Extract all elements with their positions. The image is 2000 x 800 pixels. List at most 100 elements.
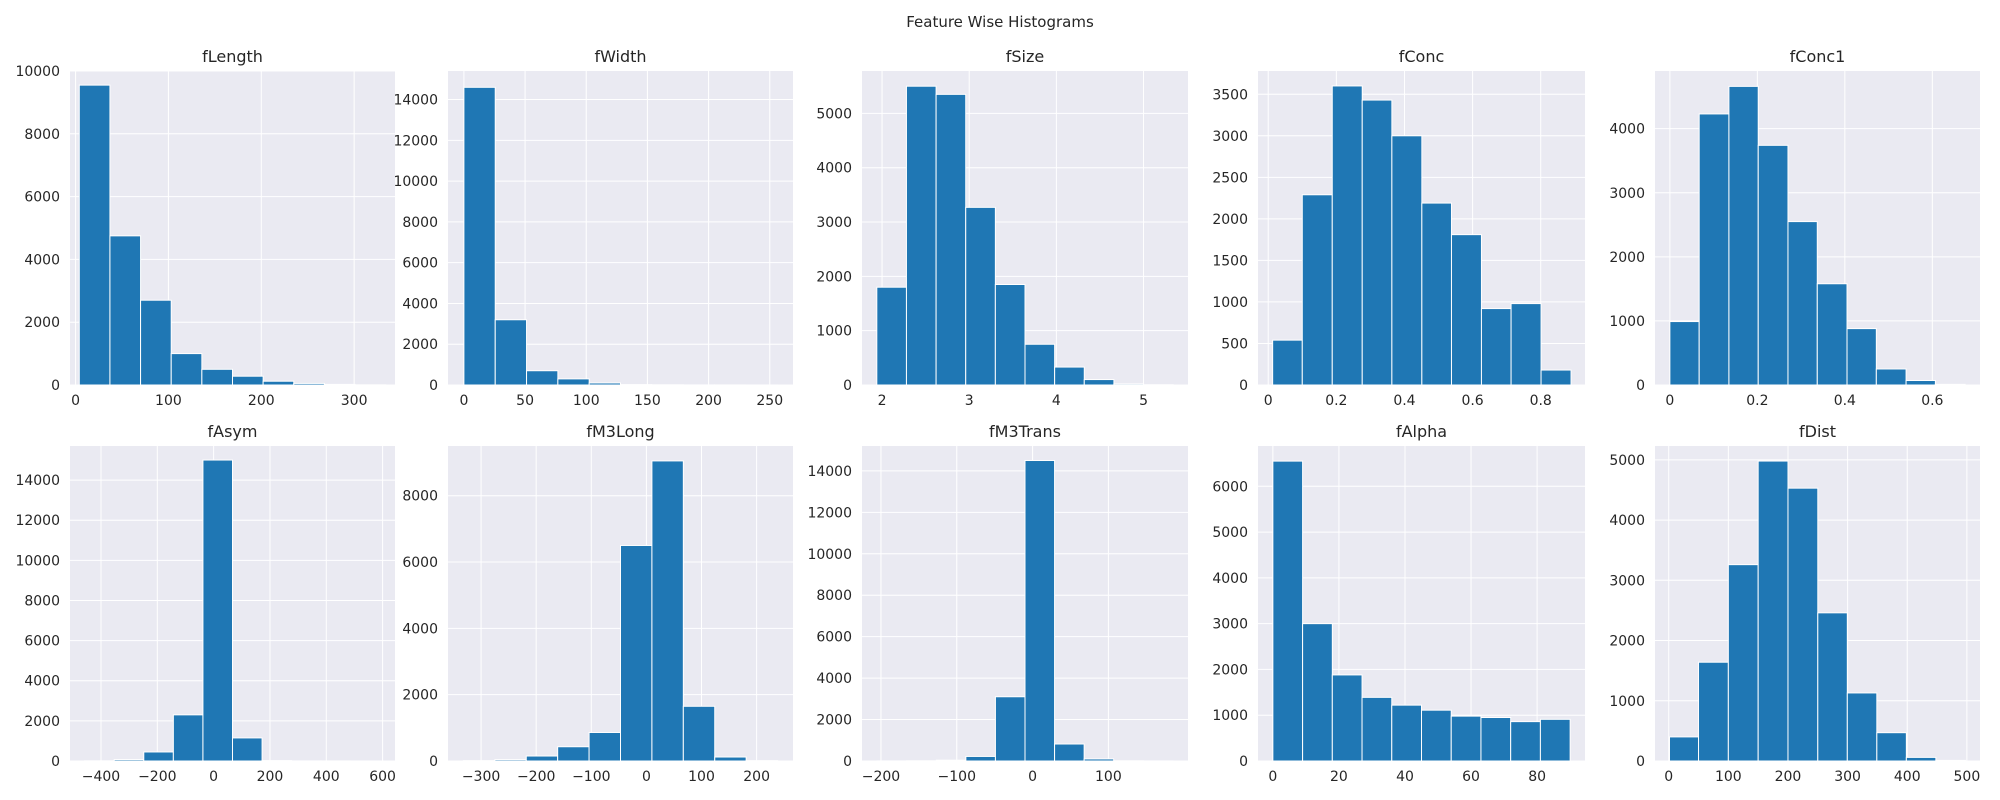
histogram-bar — [1450, 234, 1482, 386]
y-tick-label: 2000 — [1609, 250, 1645, 266]
y-tick-label: 3000 — [816, 215, 852, 231]
histogram-bar — [1698, 661, 1729, 762]
x-tick-label: 0 — [1028, 769, 1037, 785]
y-tick-label: 6000 — [402, 555, 438, 571]
y-tick-label: 0 — [843, 378, 852, 394]
subplot-title: fAsym — [208, 422, 258, 441]
x-tick-label: 0 — [1665, 393, 1674, 409]
y-tick-label: 2000 — [402, 337, 438, 353]
x-tick-label: 200 — [248, 393, 275, 409]
histogram-bar — [109, 235, 142, 386]
x-tick-label: 3 — [965, 393, 974, 409]
x-tick-label: 20 — [1330, 769, 1348, 785]
y-tick-label: 6000 — [816, 630, 852, 646]
subplot-title: fAlpha — [1396, 422, 1447, 441]
y-tick-label: 8000 — [24, 593, 60, 609]
histogram-bar — [293, 382, 325, 386]
x-tick-label: −100 — [572, 769, 610, 785]
figure-title: Feature Wise Histograms — [906, 13, 1094, 31]
x-tick-label: 400 — [313, 769, 340, 785]
y-tick-label: 3000 — [1212, 617, 1248, 633]
histogram-bar — [994, 696, 1026, 762]
histogram-bar — [1272, 339, 1303, 386]
y-tick-label: 1000 — [1609, 314, 1645, 330]
x-tick-label: 0 — [71, 393, 80, 409]
x-tick-label: 300 — [341, 393, 368, 409]
histogram-bar — [1331, 674, 1363, 762]
histogram-bar — [1391, 704, 1422, 762]
x-tick-label: −200 — [138, 769, 176, 785]
subplot-title: fM3Long — [586, 422, 654, 441]
histogram-panel-fM3Long: fM3Long−300 −200 −100 0 100 20002000400060008… — [402, 422, 793, 785]
y-tick-label: 4000 — [816, 671, 852, 687]
histogram-bar — [1787, 487, 1819, 762]
histogram-bar — [1113, 383, 1145, 386]
histogram-bar — [232, 375, 264, 386]
histogram-panel-fLength: fLength 0 100 200 300 0 2000 4000 6000 8000 10000 — [15, 47, 395, 409]
subplot-title: fSize — [1006, 47, 1044, 66]
histogram-bar — [1361, 99, 1393, 386]
y-tick-label: 2500 — [1212, 170, 1248, 186]
histogram-bar — [140, 299, 172, 386]
x-tick-label: 200 — [695, 393, 722, 409]
y-tick-label: 2000 — [1212, 212, 1248, 228]
y-tick-label: 1000 — [1212, 708, 1248, 724]
y-tick-label: 3500 — [1212, 87, 1248, 103]
x-tick-label: −300 — [462, 769, 500, 785]
histogram-bar — [1816, 283, 1848, 386]
y-tick-label: 10000 — [15, 553, 60, 569]
x-tick-label: 300 — [1834, 769, 1861, 785]
histogram-bar — [1510, 303, 1542, 386]
y-tick-label: 3000 — [1212, 129, 1248, 145]
x-tick-label: 0 — [1664, 769, 1673, 785]
histogram-bar — [1846, 692, 1878, 762]
y-tick-label: 4000 — [816, 161, 852, 177]
histogram-bar — [994, 283, 1026, 386]
x-tick-label: 500 — [1954, 769, 1981, 785]
histogram-bar — [1083, 379, 1115, 386]
histogram-bar — [201, 368, 234, 386]
histogram-bar — [1787, 221, 1818, 386]
y-tick-label: 3000 — [1609, 573, 1645, 589]
histogram-bar — [1757, 460, 1789, 762]
y-tick-label: 2000 — [1212, 662, 1248, 678]
x-tick-label: 0.6 — [1921, 393, 1943, 409]
histogram-bar — [965, 755, 996, 762]
histogram-panel-fSize: fSize 2 3 4 5 0 1000 2000 3000 4000 5000 — [816, 47, 1188, 409]
histogram-bar — [526, 370, 559, 386]
histogram-bar — [876, 286, 907, 386]
histogram-bar — [1024, 343, 1056, 386]
y-tick-label: 6000 — [1212, 479, 1248, 495]
y-tick-label: 4000 — [1212, 571, 1248, 587]
histogram-bar — [1421, 202, 1452, 386]
histogram-panel-fWidth: fWidth 0 50 100 150 200 250 0 2000 4000 6000 8000 10… — [393, 47, 793, 409]
histogram-bar — [557, 378, 590, 386]
x-tick-label: 100 — [688, 769, 715, 785]
histogram-bar — [682, 705, 716, 762]
y-tick-label: 14000 — [393, 93, 438, 109]
histogram-bar — [1934, 383, 1966, 386]
y-tick-label: 12000 — [393, 133, 438, 149]
histogram-bar — [1727, 564, 1759, 762]
x-tick-label: 250 — [756, 393, 783, 409]
y-tick-label: 5000 — [816, 106, 852, 122]
subplot-title: fWidth — [594, 47, 646, 66]
y-tick-label: 0 — [843, 754, 852, 770]
histogram-panel-fConc1: fConc1 0 0.2 0.4 0.6 0 1000 2000 3000 4000 — [1609, 47, 1980, 409]
histogram-bar — [588, 382, 621, 386]
x-tick-label: 2 — [878, 393, 887, 409]
histogram-bar — [113, 759, 145, 762]
histogram-bar — [905, 85, 937, 386]
x-tick-label: 0.4 — [1393, 393, 1415, 409]
histogram-bar — [965, 206, 996, 386]
y-tick-label: 8000 — [816, 588, 852, 604]
x-tick-label: 400 — [1894, 769, 1921, 785]
histogram-bar — [78, 84, 111, 386]
y-tick-label: 10000 — [807, 547, 852, 563]
histogram-bar — [935, 93, 967, 386]
histogram-bar — [714, 756, 747, 762]
x-tick-label: 60 — [1462, 769, 1480, 785]
y-tick-label: 14000 — [15, 473, 60, 489]
